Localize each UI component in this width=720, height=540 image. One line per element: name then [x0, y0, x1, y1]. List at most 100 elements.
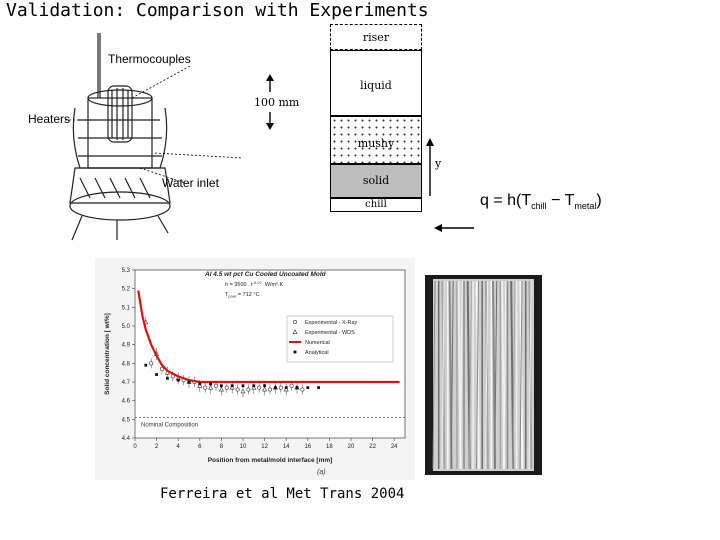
photo-grain-streak — [450, 280, 454, 470]
casting-macrograph — [425, 275, 542, 475]
chill-zone: chill — [330, 198, 422, 212]
x-tick-label: 6 — [198, 444, 202, 450]
legend-xray-symbol — [293, 319, 298, 324]
photo-grain-streak — [476, 280, 479, 470]
legend-entry: Numerical — [305, 340, 330, 346]
xray-point — [246, 387, 251, 392]
photo-grain-streak — [528, 280, 532, 470]
xray-point — [235, 387, 240, 392]
x-axis-label: Position from metal/mold interface [mm] — [208, 457, 333, 464]
x-tick-label: 22 — [369, 444, 376, 450]
wds-point — [251, 384, 257, 390]
formula-part: q = h(T — [480, 192, 532, 209]
graph-param-h-unit: W/m².K — [265, 282, 284, 288]
wds-point — [218, 386, 224, 392]
x-tick-label: 24 — [391, 444, 398, 450]
legend-box — [286, 315, 394, 363]
x-tick-label: 8 — [220, 444, 224, 450]
xray-point — [214, 383, 219, 388]
scale-label: 100 mm — [254, 96, 300, 109]
legend-entry: Analytical — [305, 350, 329, 356]
legend-entry: Experimental - WDS — [305, 330, 355, 336]
liquid-zone: liquid — [330, 50, 422, 116]
analytical-point — [144, 363, 148, 367]
y-axis-title: Solid concentration [ wt%] — [104, 313, 111, 395]
y-tick-label: 4.5 — [122, 417, 131, 423]
xray-point — [268, 387, 273, 392]
analytical-point — [176, 378, 180, 382]
citation: Ferreira et al Met Trans 2004 — [160, 486, 405, 502]
wds-point — [240, 388, 246, 394]
formula-part: − T — [546, 192, 575, 209]
analytical-point — [198, 382, 202, 386]
formula-sub-metal: metal — [574, 201, 597, 212]
y-axis-label: y — [435, 157, 442, 170]
y-tick-label: 4.9 — [122, 343, 131, 349]
wds-point — [283, 386, 289, 392]
x-tick-label: 2 — [155, 444, 159, 450]
xray-point — [257, 385, 262, 390]
formula-part: ) — [596, 192, 602, 209]
analytical-point — [155, 373, 158, 376]
plot-legend: Experimental - X-Ray Experimental - WDS Nu… — [286, 315, 394, 363]
x-tick-label: 10 — [240, 444, 247, 450]
legend-entry: Experimental - X-Ray — [305, 320, 358, 326]
solid-zone: solid — [330, 164, 422, 198]
analytical-point — [306, 386, 310, 389]
y-tick-label: 4.4 — [122, 436, 131, 442]
y-tick-label: 4.7 — [122, 380, 131, 386]
analytical-point — [166, 376, 169, 380]
photo-grain-streak — [485, 280, 489, 470]
wds-point — [229, 384, 235, 390]
graph-param-t: T — [225, 292, 229, 298]
graph-param-h-text: h = 9500 . t — [225, 282, 253, 288]
xray-point — [289, 383, 294, 388]
analytical-point — [241, 384, 245, 388]
photo-grain-streak — [468, 280, 472, 470]
riser-zone: riser — [330, 24, 422, 50]
x-tick-label: 20 — [348, 444, 355, 450]
x-tick-label: 12 — [261, 444, 268, 450]
y-tick-label: 5.3 — [122, 268, 131, 274]
photo-grain-streak — [512, 280, 516, 470]
heat-flux-formula: q = h(Tchill − Tmetal) — [480, 192, 602, 211]
photo-grain-streak — [459, 280, 463, 470]
analytical-point — [284, 386, 288, 389]
y-tick-label: 5.1 — [122, 305, 131, 311]
graph-param-t-sub: pour — [228, 294, 237, 299]
x-tick-label: 4 — [177, 444, 181, 450]
heaters-label: Heaters — [28, 112, 71, 126]
mushy-zone: mushy — [330, 116, 422, 164]
y-axis-arrow — [426, 138, 434, 196]
numerical-line — [137, 290, 400, 384]
legend-analytical-symbol — [293, 350, 297, 354]
photo-grain-streak — [519, 280, 523, 470]
wds-point — [197, 382, 203, 388]
photo-grain-streak — [441, 280, 445, 470]
analytical-point — [252, 384, 256, 388]
graph-param-t-val: = 712 °C — [236, 292, 259, 298]
xray-point — [149, 361, 154, 366]
thermocouples-label: Thermocouples — [108, 52, 191, 66]
photo-grain-streak — [494, 280, 498, 470]
water-inlet-label: Water inlet — [162, 176, 219, 190]
formula-sub-chill: chill — [531, 201, 547, 212]
wds-point — [262, 386, 268, 392]
xray-point — [278, 385, 283, 390]
apparatus-drawing — [65, 33, 243, 241]
legend-wds-symbol — [292, 329, 298, 334]
concentration-plot: 0 2 4 6 8 10 12 14 16 18 20 22 244.44.54.64.74.84.95… — [95, 258, 415, 480]
xray-point — [160, 366, 165, 371]
x-tick-label: 18 — [326, 444, 333, 450]
analytical-point — [263, 384, 266, 388]
nominal-composition-label: Nominal Composition — [141, 422, 198, 428]
analytical-point — [220, 384, 223, 388]
subfigure-label: (a) — [317, 469, 326, 476]
analytical-point — [274, 386, 277, 389]
x-tick-label: 14 — [283, 444, 290, 450]
xray-point — [203, 385, 208, 390]
xray-point — [224, 385, 229, 390]
xray-point — [300, 387, 305, 392]
y-tick-label: 5.2 — [122, 287, 131, 293]
analytical-point — [295, 386, 299, 389]
